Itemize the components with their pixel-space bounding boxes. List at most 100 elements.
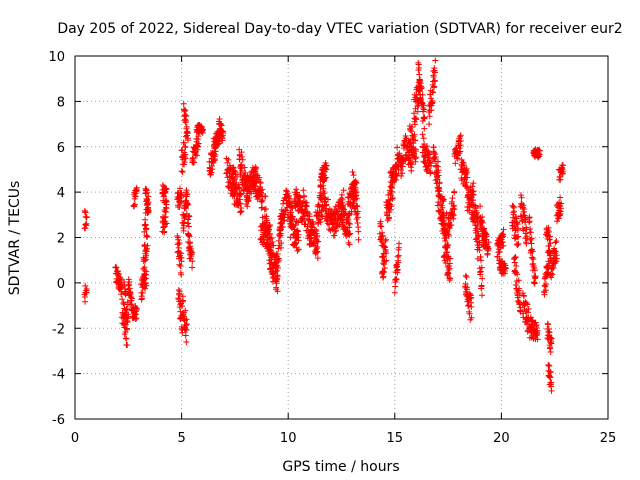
data-point xyxy=(138,295,145,302)
data-point xyxy=(378,223,385,230)
data-point xyxy=(420,102,427,109)
data-point xyxy=(325,196,332,203)
data-point xyxy=(115,271,122,278)
data-point xyxy=(124,319,131,326)
data-point xyxy=(469,191,476,198)
data-point xyxy=(353,195,360,202)
data-point xyxy=(82,221,89,228)
data-point xyxy=(523,240,530,247)
data-point xyxy=(478,264,485,271)
data-point xyxy=(230,164,237,171)
data-point xyxy=(514,242,521,249)
data-point xyxy=(434,158,441,165)
data-point xyxy=(545,321,552,328)
data-point xyxy=(515,233,522,240)
x-tick-label: 15 xyxy=(387,431,404,446)
data-point xyxy=(500,231,507,238)
data-point xyxy=(381,243,388,250)
data-point xyxy=(283,207,290,214)
data-point xyxy=(379,232,386,239)
data-point xyxy=(339,196,346,203)
data-point xyxy=(321,190,328,197)
data-point xyxy=(414,108,421,115)
data-point xyxy=(547,348,554,355)
data-point xyxy=(444,249,451,256)
data-point xyxy=(262,193,269,200)
y-tick-label: 2 xyxy=(57,232,65,247)
data-point xyxy=(208,169,215,176)
data-point xyxy=(275,245,282,252)
y-tick-label: 8 xyxy=(57,95,65,110)
data-point xyxy=(306,213,313,220)
data-point xyxy=(189,258,196,265)
data-point xyxy=(176,204,183,211)
data-point xyxy=(462,281,469,288)
data-point xyxy=(340,187,347,194)
data-point xyxy=(521,206,528,213)
data-point xyxy=(525,305,532,312)
data-point xyxy=(82,298,89,305)
data-point xyxy=(246,194,253,201)
data-point xyxy=(470,180,477,187)
data-point xyxy=(515,240,522,247)
data-point xyxy=(392,176,399,183)
data-point xyxy=(408,167,415,174)
data-point xyxy=(546,329,553,336)
data-point xyxy=(395,252,402,259)
data-point xyxy=(545,326,552,333)
data-point xyxy=(394,144,401,151)
data-point xyxy=(266,230,273,237)
data-point xyxy=(182,307,189,314)
data-point xyxy=(258,198,265,205)
data-point xyxy=(520,227,527,234)
data-point xyxy=(527,226,534,233)
data-point xyxy=(407,126,414,133)
data-point xyxy=(496,248,503,255)
data-point xyxy=(269,238,276,245)
data-point xyxy=(183,321,190,328)
data-point xyxy=(557,176,564,183)
data-point xyxy=(314,232,321,239)
data-point xyxy=(387,206,394,213)
data-point xyxy=(180,100,187,107)
data-point xyxy=(321,175,328,182)
data-point xyxy=(342,208,349,215)
data-point xyxy=(119,296,126,303)
data-point xyxy=(436,188,443,195)
data-point xyxy=(185,223,192,230)
data-point xyxy=(457,138,464,145)
data-point xyxy=(410,110,417,117)
data-point xyxy=(474,219,481,226)
y-tick-label: 0 xyxy=(57,277,65,292)
data-point xyxy=(512,253,519,260)
data-point xyxy=(189,264,196,271)
data-point xyxy=(553,255,560,262)
data-point xyxy=(161,228,168,235)
data-point xyxy=(463,273,470,280)
data-point xyxy=(421,106,428,113)
data-point xyxy=(426,113,433,120)
data-point xyxy=(546,368,553,375)
data-point xyxy=(534,336,541,343)
data-point xyxy=(317,219,324,226)
data-point xyxy=(435,167,442,174)
data-point xyxy=(183,191,190,198)
data-point xyxy=(338,191,345,198)
data-point xyxy=(430,68,437,75)
data-point xyxy=(459,159,466,166)
data-point xyxy=(229,164,236,171)
data-point xyxy=(178,258,185,265)
data-point xyxy=(237,200,244,207)
data-point xyxy=(182,107,189,114)
data-point xyxy=(530,256,537,263)
data-point xyxy=(512,282,519,289)
data-point xyxy=(274,251,281,258)
data-point xyxy=(238,167,245,174)
data-point xyxy=(526,218,533,225)
data-point xyxy=(528,247,535,254)
data-point xyxy=(499,230,506,237)
data-point xyxy=(552,248,559,255)
data-point xyxy=(350,172,357,179)
data-point xyxy=(303,203,310,210)
